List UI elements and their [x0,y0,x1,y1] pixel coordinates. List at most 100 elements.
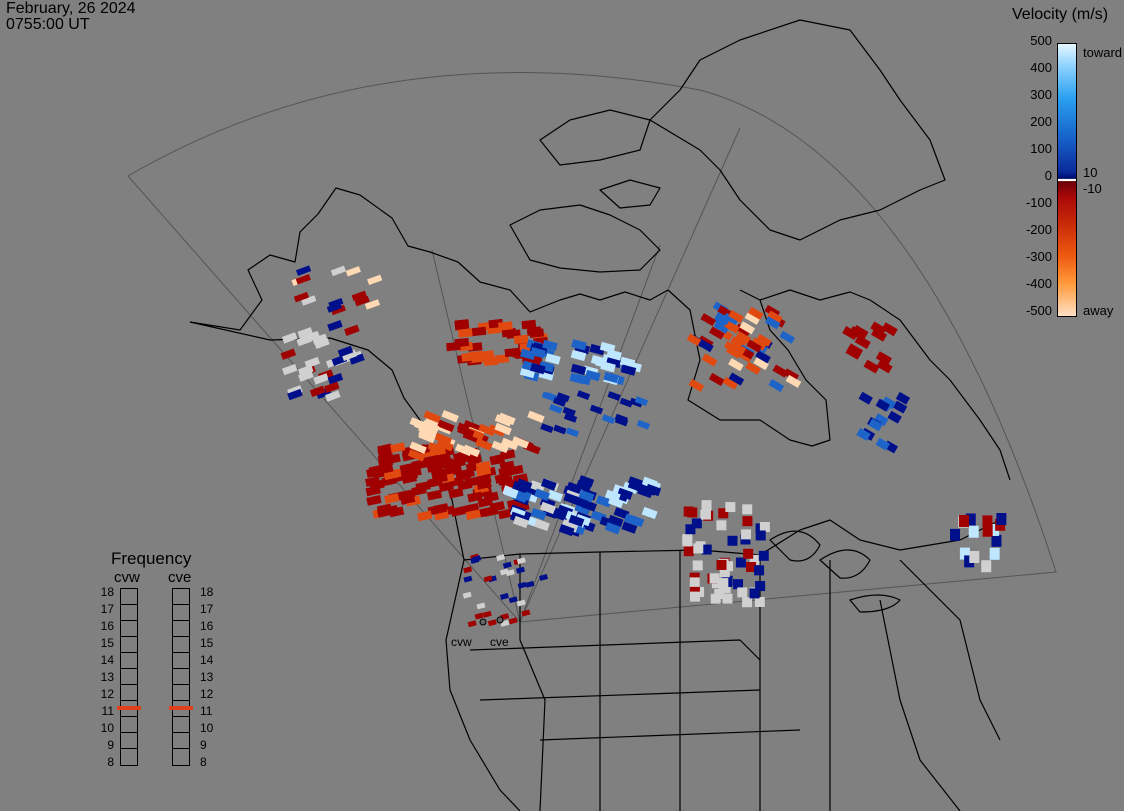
echo-cell [562,406,576,417]
echo-cell [982,515,993,528]
echo-cell [578,489,595,503]
frequency-label-right: 18 [200,585,214,599]
echo-cell [502,561,512,569]
echo-cell [399,493,416,505]
echo-cell [881,322,898,337]
echo-cell [281,363,298,376]
echo-cell [745,361,761,375]
echo-cell [690,591,701,602]
date-label: February, 26 2024 [6,0,136,17]
echo-cell [547,489,564,503]
echo-cell [863,359,880,374]
echo-cell [482,610,492,618]
echo-cell [556,392,570,403]
echo-cell [475,438,493,451]
frequency-cell-cve-10 [173,717,189,733]
echo-cell [740,534,751,545]
echo-cell [599,341,616,354]
echo-cell [741,529,752,540]
echo-cell [688,378,705,392]
echo-cell [463,420,481,433]
echo-cell [454,443,473,457]
echo-cell [692,560,703,571]
frequency-cell-cve-14 [173,653,189,669]
echo-cell [450,506,466,517]
echo-cell [854,335,871,350]
echo-cell [476,602,486,610]
echo-cell [337,345,354,358]
colorbar-title: Velocity (m/s) [1012,6,1109,23]
echo-cell [571,339,587,351]
echo-cell [540,423,554,433]
echo-cell [641,476,658,489]
echo-cell [457,425,475,438]
echo-cell [746,562,757,573]
frequency-label-right: 15 [200,636,214,650]
echo-cell [304,356,321,369]
echo-cell [411,459,427,470]
echo-cell [856,427,871,441]
echo-cell [693,543,704,554]
echo-cell [494,472,510,484]
echo-cell [411,485,427,496]
echo-cell [309,385,326,398]
echo-cell [753,357,769,371]
echo-cell [713,320,730,334]
echo-cell [474,612,484,620]
frequency-cell-cvw-13 [121,669,137,685]
echo-cell [996,513,1007,526]
echo-cell [427,476,443,488]
echo-cell [645,483,662,497]
frequency-label-left: 18 [100,585,114,599]
echo-cell [728,309,744,323]
frequency-scale-cve [169,588,193,766]
echo-cell [627,479,644,493]
echo-cell [501,328,517,338]
echo-cell [742,516,753,527]
echo-cell [728,358,744,372]
echo-cell [467,620,477,628]
echo-cell [530,347,546,359]
echo-cell [686,333,703,347]
echo-cell [467,491,483,503]
echo-cell [477,351,493,362]
echo-cell [525,580,535,588]
echo-cell [603,371,619,384]
echo-cell [600,361,616,373]
frequency-cell-cvw-11 [117,701,141,717]
echo-cell [476,478,492,490]
radar-site-label-cvw: cvw [451,635,472,649]
frequency-cell-cvw-12 [121,685,137,701]
echo-cell [718,578,729,589]
radar-site-label-cve: cve [490,635,509,649]
echo-cell [701,500,712,511]
frequency-label-left: 16 [100,619,114,633]
echo-cell [574,502,591,516]
echo-cell [545,353,561,365]
frequency-cell-cve-11 [169,701,193,717]
echo-cell [881,396,897,410]
frequency-label-left: 15 [100,636,114,650]
echo-cell [454,321,470,331]
echo-cell [785,374,802,388]
frequency-cell-cvw-8 [121,749,137,765]
echo-cell [875,398,890,412]
echo-cell [298,370,314,382]
echo-cell [755,581,766,592]
echo-cell [516,557,526,565]
colorbar-tick: 100 [1030,141,1052,156]
frequency-label-right: 10 [200,721,214,735]
echo-cell [406,466,422,478]
echo-cell [427,441,446,455]
echo-cell [756,333,772,347]
echo-cell [875,437,890,451]
echo-cell [345,266,361,277]
echo-cell [497,321,513,331]
radar-echoes [280,265,1007,628]
echo-cell [870,321,887,336]
frequency-label-right: 8 [200,755,207,769]
frequency-label-left: 10 [100,721,114,735]
echo-cell [759,521,770,532]
echo-cell [621,521,638,534]
echo-cell [418,429,436,443]
